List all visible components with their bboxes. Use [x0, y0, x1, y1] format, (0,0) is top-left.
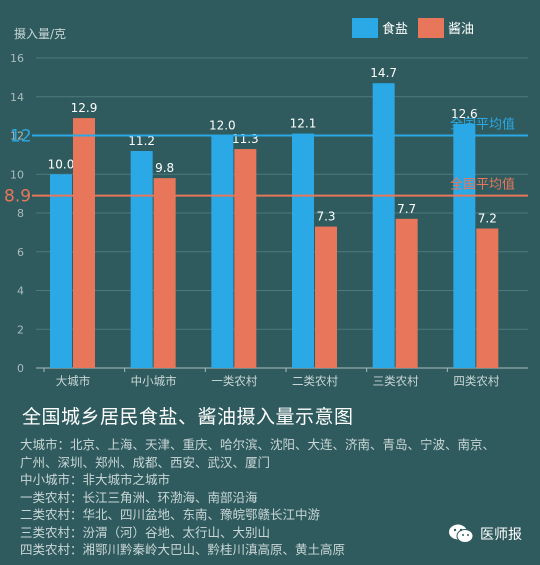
bar-salt	[50, 174, 72, 368]
y-tick-label: 16	[10, 52, 24, 65]
data-label: 12.1	[290, 117, 317, 131]
data-label: 12.6	[451, 107, 478, 121]
watermark-text: 医师报	[480, 527, 522, 543]
bar-chart: 摄入量/克 0 2 4 6 8 10 12 14 16 10.0 12.9 大城市 11.29.8 中小城市…	[4, 18, 528, 388]
reference-axis-label: 12	[10, 127, 32, 147]
data-label: 14.7	[370, 66, 397, 80]
bar-soy	[153, 178, 176, 368]
reference-line-label: 全国平均值	[450, 117, 515, 133]
data-label: 7.3	[316, 210, 335, 224]
y-tick-label: 8	[17, 207, 24, 220]
legend-label: 酱油	[448, 22, 474, 37]
data-label: 12.0	[209, 119, 236, 133]
x-tick-label: 中小城市	[131, 374, 177, 388]
reference-axis-label: 8.9	[4, 187, 31, 207]
note-line: 三类农村：汾渭（河）谷地、太行山、大别山	[20, 524, 271, 540]
bar-salt	[292, 133, 314, 368]
bar-soy	[73, 118, 95, 368]
note-line: 四类农村：湘鄂川黔秦岭大巴山、黔桂川滇高原、黄土高原	[20, 542, 346, 557]
data-label: 9.8	[155, 161, 174, 175]
x-tick-label: 三类农村	[373, 374, 419, 388]
note-line: 二类农村：华北、四川盆地、东南、豫皖鄂赣长江中游	[20, 507, 321, 522]
x-tick-label: 四类农村	[453, 374, 499, 388]
note-line: 大城市：北京、上海、天津、重庆、哈尔滨、沈阳、大连、济南、青岛、宁波、南京、	[20, 437, 496, 452]
data-label: 11.3	[232, 132, 259, 146]
bar-soy	[476, 228, 499, 368]
bar-salt	[211, 135, 234, 368]
x-tick-label: 二类农村	[292, 374, 338, 388]
data-label: 12.9	[71, 101, 98, 115]
bar-soy	[234, 149, 257, 368]
data-label: 10.0	[48, 157, 75, 171]
note-line: 一类农村：长江三角洲、环渤海、南部沿海	[20, 489, 258, 505]
data-label: 11.2	[128, 134, 155, 148]
legend-label: 食盐	[382, 21, 408, 37]
bar-soy	[315, 226, 337, 368]
legend-swatch	[418, 18, 444, 38]
note-line: 广州、深圳、郑州、成都、西安、武汉、厦门	[20, 454, 271, 470]
data-label: 7.7	[397, 202, 416, 216]
chart-title: 全国城乡居民食盐、酱油摄入量示意图	[22, 406, 354, 428]
reference-line-label: 全国平均值	[450, 177, 515, 193]
bar-salt	[372, 83, 395, 368]
y-tick-label: 10	[10, 168, 24, 181]
bar-salt	[130, 151, 153, 368]
watermark: 医师报	[448, 523, 522, 545]
y-tick-label: 6	[17, 246, 24, 259]
legend-swatch	[352, 18, 378, 38]
bar-salt	[453, 123, 476, 368]
x-tick-label: 一类农村	[211, 374, 257, 388]
note-line: 中小城市：非大城市之城市	[20, 472, 171, 487]
y-tick-label: 12	[10, 130, 24, 143]
y-axis-title: 摄入量/克	[14, 26, 66, 41]
y-tick-label: 0	[17, 362, 24, 375]
bar-soy	[395, 218, 418, 368]
y-tick-label: 14	[10, 91, 24, 104]
data-label: 7.2	[478, 212, 497, 226]
x-tick-label: 大城市	[56, 374, 91, 388]
y-tick-label: 4	[17, 285, 24, 298]
y-tick-label: 2	[17, 323, 24, 336]
notes-block: 大城市：北京、上海、天津、重庆、哈尔滨、沈阳、大连、济南、青岛、宁波、南京、 广…	[20, 436, 525, 559]
wechat-icon	[449, 524, 474, 543]
